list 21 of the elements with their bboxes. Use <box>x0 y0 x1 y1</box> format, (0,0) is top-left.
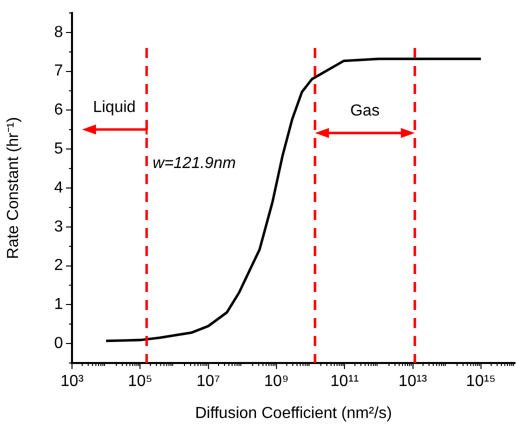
annotation: Liquid <box>92 98 136 116</box>
annotation: Gas <box>350 102 380 120</box>
x-tick-label: 10³ <box>60 373 84 390</box>
x-tick-label: 10⁷ <box>196 373 220 390</box>
y-tick-label: 4 <box>54 179 64 196</box>
y-tick-label: 8 <box>54 24 64 41</box>
y-tick-label: 2 <box>54 257 64 274</box>
x-tick-label: 10¹¹ <box>330 373 359 390</box>
y-tick-label: 5 <box>54 140 64 158</box>
x-tick-label: 10⁵ <box>128 373 152 390</box>
y-tick-label: 6 <box>54 102 64 119</box>
y-tick-label: 1 <box>54 296 64 314</box>
x-tick-label: 10⁹ <box>264 373 289 390</box>
x-axis-title: Diffusion Coefficient (nm²/s) <box>195 404 392 422</box>
x-tick-label: 10¹³ <box>398 373 428 390</box>
y-axis-title: Rate Constant (hr⁻¹) <box>5 117 22 259</box>
y-tick-label: 0 <box>54 334 64 352</box>
y-tick-label: 3 <box>54 218 64 236</box>
y-tick-label: 7 <box>54 62 64 80</box>
annotation: w=121.9nm <box>152 154 236 172</box>
x-tick-label: 10¹⁵ <box>466 373 496 390</box>
